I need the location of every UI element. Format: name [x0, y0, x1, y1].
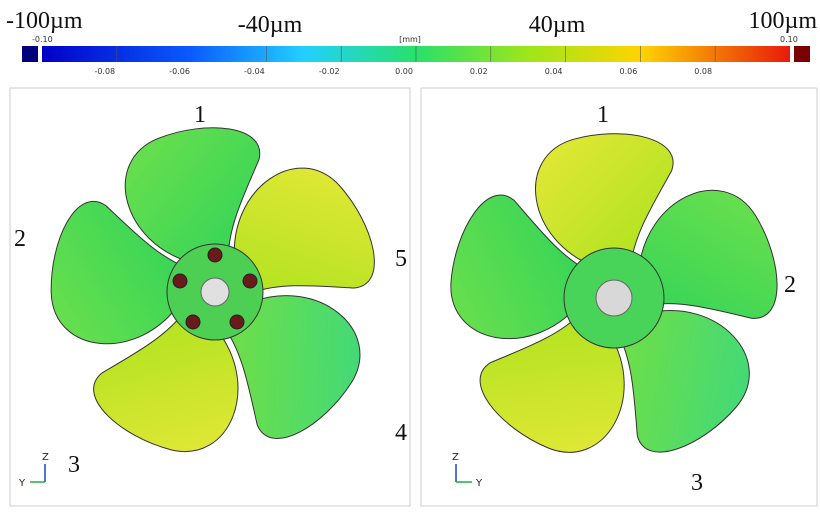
tick-label: -0.02 [319, 67, 340, 76]
tick-label: 0.02 [470, 67, 488, 76]
panel-frame [420, 87, 818, 507]
tick-label: 0.08 [694, 67, 712, 76]
blade-label: 5 [395, 246, 407, 272]
tick-label: 0.06 [619, 67, 637, 76]
color-bar-ticks: -0.08 -0.06 -0.04 -0.02 0.00 0.02 0.04 0.06 0.08 [94, 46, 716, 76]
tick-label: 0.00 [395, 67, 413, 76]
blade-label: 3 [68, 452, 80, 478]
axis-label: Y [475, 478, 483, 489]
axis-triad: Z Y Z Y [18, 452, 483, 489]
heading: -100µm [6, 8, 83, 34]
under-swatch [22, 46, 38, 62]
tick-label: 0.04 [545, 67, 563, 76]
axis-label: Z [42, 452, 49, 463]
unit: [mm] [399, 35, 421, 44]
panel-frame [9, 87, 411, 507]
over-swatch [794, 46, 810, 62]
blade-label: 4 [395, 420, 407, 446]
heading: 100µm [749, 8, 818, 34]
heading: 40µm [529, 12, 586, 38]
heading: -40µm [238, 12, 303, 38]
left-propeller [38, 119, 391, 473]
max-label: 0.10 [780, 35, 798, 44]
tick-label: -0.06 [169, 67, 190, 76]
right-propeller [434, 131, 791, 476]
blade-label: 3 [691, 470, 703, 496]
tick-label: -0.08 [94, 67, 115, 76]
blade-label: 1 [597, 102, 609, 128]
blade-label: 2 [14, 226, 26, 252]
axis-label: Z [452, 452, 459, 463]
blade-label: 2 [784, 272, 796, 298]
axis-label: Y [18, 478, 26, 489]
min-label: -0.10 [32, 35, 53, 44]
blade-label: 1 [194, 102, 206, 128]
tick-label: -0.04 [244, 67, 265, 76]
